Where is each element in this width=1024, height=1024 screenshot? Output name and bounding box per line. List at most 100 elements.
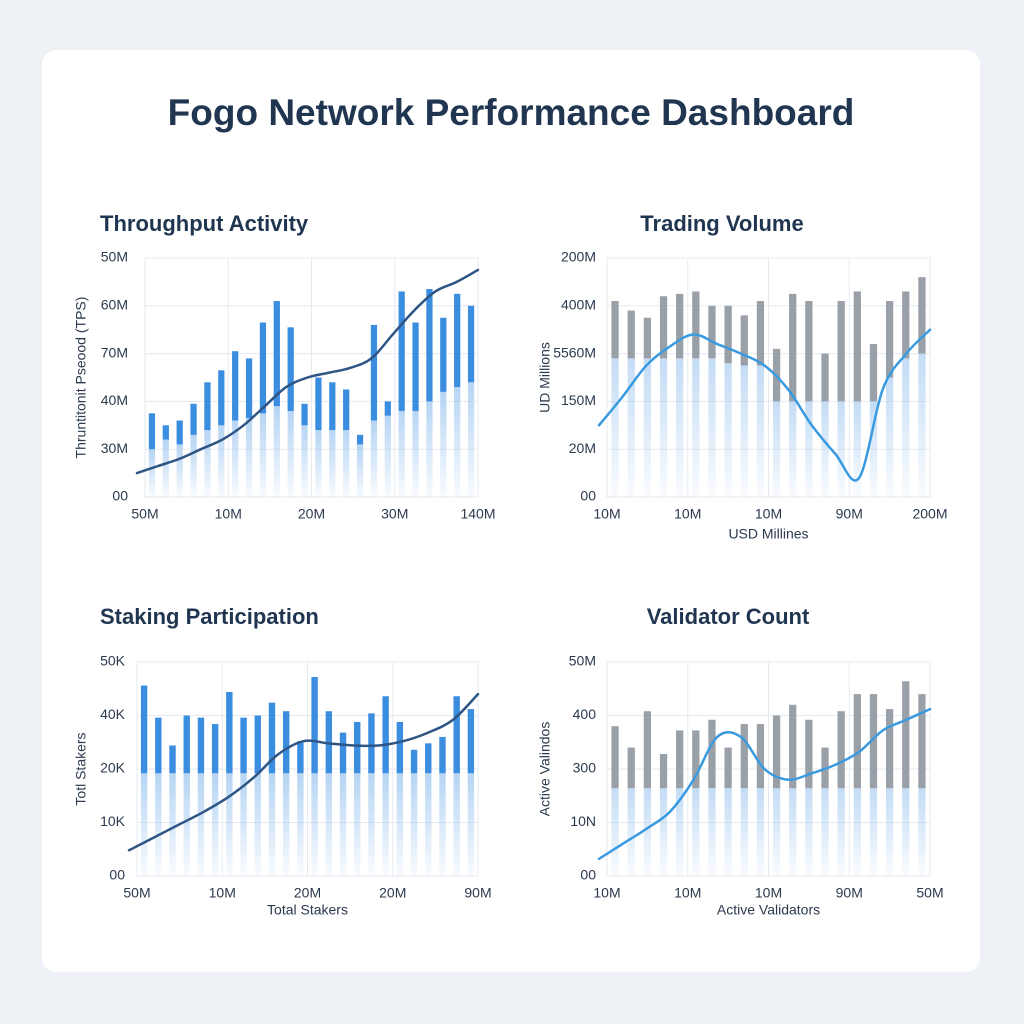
bar-base xyxy=(218,425,225,497)
bar-base xyxy=(396,773,404,876)
y-tick-label: 300 xyxy=(573,760,597,776)
bar-top xyxy=(148,413,156,450)
bar-top xyxy=(756,724,765,789)
bar-base xyxy=(772,401,781,497)
bar-base xyxy=(282,773,290,876)
bar-top xyxy=(853,291,861,402)
bar-base xyxy=(724,788,732,876)
bar-base xyxy=(821,788,829,876)
bar-base xyxy=(425,773,432,876)
bar-top xyxy=(756,301,765,366)
bar-base xyxy=(918,788,926,876)
x-axis-title: USD Millines xyxy=(728,526,808,542)
bar-top xyxy=(343,389,350,431)
bar-base xyxy=(869,401,878,497)
bar-base xyxy=(183,773,190,876)
bar-base xyxy=(259,413,267,497)
y-tick-label: 40K xyxy=(100,706,126,722)
x-axis-title: Active Validators xyxy=(717,902,820,918)
bar-top xyxy=(708,305,716,359)
bar-top xyxy=(426,289,433,402)
y-tick-label: 400 xyxy=(573,706,597,722)
y-tick-label: 20M xyxy=(569,440,596,456)
bar-base xyxy=(837,788,845,876)
bar-top xyxy=(708,719,716,789)
y-tick-label: 400M xyxy=(561,297,596,313)
x-tick-label: 90M xyxy=(464,885,491,901)
y-tick-label: 50M xyxy=(569,653,596,669)
bar-base xyxy=(190,434,197,497)
bar-top xyxy=(740,315,748,366)
x-tick-label: 20M xyxy=(379,885,406,901)
bar-base xyxy=(268,773,276,876)
bar-base xyxy=(140,773,148,876)
x-tick-label: 20M xyxy=(298,506,325,522)
bar-top xyxy=(287,327,294,411)
bar-base xyxy=(659,788,668,876)
bar-base xyxy=(692,788,700,876)
x-tick-label: 20M xyxy=(294,885,321,901)
x-tick-label: 10M xyxy=(209,885,236,901)
bar-base xyxy=(853,788,861,876)
bar-top xyxy=(368,713,375,774)
bar-top xyxy=(869,344,878,402)
bar-base xyxy=(273,406,280,497)
bar-top xyxy=(254,715,261,774)
bar-top xyxy=(885,709,894,789)
bar-top xyxy=(329,382,336,431)
bar-base xyxy=(676,788,684,876)
bar-top xyxy=(467,305,475,383)
bar-base xyxy=(805,401,813,497)
bar-top xyxy=(190,403,197,435)
x-tick-label: 50M xyxy=(916,885,943,901)
bar-base xyxy=(611,788,619,876)
bar-top xyxy=(410,749,418,774)
bar-top xyxy=(467,709,475,774)
bar-top xyxy=(627,747,635,789)
x-tick-label: 10M xyxy=(755,506,782,522)
bar-base xyxy=(148,449,156,497)
bar-top xyxy=(740,724,748,789)
bar-base xyxy=(339,773,347,876)
bar-top xyxy=(643,711,652,789)
trend-line xyxy=(597,328,932,482)
bar-top xyxy=(162,425,169,440)
x-axis-title: Total Stakers xyxy=(267,902,348,918)
bar-base xyxy=(708,358,716,497)
bar-top xyxy=(425,743,432,774)
bar-top xyxy=(354,721,361,774)
y-tick-label: 00 xyxy=(112,488,128,504)
bar-base xyxy=(197,773,205,876)
x-tick-label: 10M xyxy=(674,885,701,901)
y-tick-label: 20K xyxy=(100,760,126,776)
bar-top xyxy=(692,291,700,359)
bar-base xyxy=(756,788,765,876)
bar-top xyxy=(454,293,461,388)
y-axis-title: Totl Stakers xyxy=(73,732,89,805)
bar-top xyxy=(226,691,233,774)
bar-top xyxy=(396,721,404,774)
bar-top xyxy=(837,301,845,402)
bar-top xyxy=(789,704,797,789)
bar-top xyxy=(218,370,225,426)
bar-base xyxy=(789,788,797,876)
bar-base xyxy=(368,773,375,876)
x-tick-label: 200M xyxy=(912,506,947,522)
bar-top xyxy=(659,754,668,789)
y-tick-label: 10K xyxy=(100,813,126,829)
bar-top xyxy=(204,382,211,431)
bar-top xyxy=(169,745,176,774)
bar-base xyxy=(708,788,716,876)
bar-base xyxy=(398,410,405,497)
bar-top xyxy=(453,696,460,774)
bar-top xyxy=(627,310,635,359)
bar-base xyxy=(155,773,162,876)
bar-top xyxy=(676,293,684,359)
bar-top xyxy=(384,401,391,416)
chart-title: Trading Volume xyxy=(640,211,803,236)
bar-top xyxy=(611,301,619,359)
bar-base xyxy=(329,430,336,497)
bar-base xyxy=(740,365,748,497)
